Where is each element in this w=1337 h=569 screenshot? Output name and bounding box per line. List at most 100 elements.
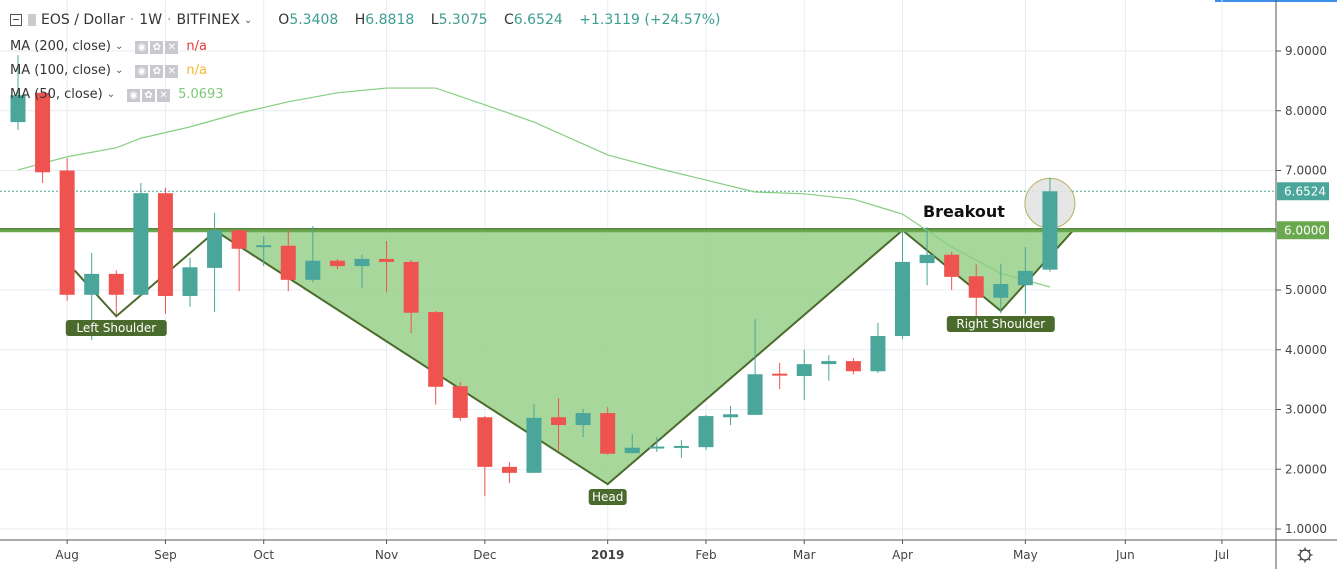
left-shoulder-label: Left Shoulder bbox=[76, 321, 156, 335]
candle-body bbox=[747, 374, 763, 415]
candle bbox=[452, 382, 468, 421]
candle bbox=[747, 319, 763, 415]
candle-body bbox=[944, 254, 960, 277]
candle bbox=[845, 358, 861, 375]
candle bbox=[870, 322, 886, 374]
chevron-down-icon[interactable]: ⌄ bbox=[243, 14, 253, 26]
candle bbox=[919, 227, 935, 286]
gear-icon[interactable]: ✿ bbox=[142, 88, 156, 102]
candle-body bbox=[1017, 270, 1033, 286]
candle-body bbox=[354, 258, 370, 267]
candle-body bbox=[305, 260, 321, 280]
candle bbox=[10, 55, 26, 130]
x-tick-label: Aug bbox=[55, 548, 78, 562]
gear-tooth bbox=[1299, 558, 1302, 561]
chevron-down-icon[interactable]: ⌄ bbox=[114, 40, 124, 52]
candle-body bbox=[108, 273, 124, 295]
indicator-value: n/a bbox=[186, 62, 207, 78]
candle-body bbox=[84, 273, 100, 295]
candle-body bbox=[772, 373, 788, 376]
exchange[interactable]: BITFINEX bbox=[176, 12, 240, 28]
y-tick-label: 1.0000 bbox=[1285, 522, 1327, 536]
indicator-value: 5.0693 bbox=[178, 86, 224, 102]
candle-body bbox=[575, 413, 591, 426]
eye-icon[interactable]: ◉ bbox=[135, 40, 149, 54]
candle bbox=[649, 436, 665, 452]
candle bbox=[575, 408, 591, 437]
collapse-icon[interactable] bbox=[10, 14, 22, 26]
candle-body bbox=[600, 413, 616, 454]
candle bbox=[698, 414, 714, 451]
candle-body bbox=[993, 284, 1009, 298]
candle bbox=[501, 462, 517, 483]
gear-icon[interactable]: ✿ bbox=[150, 40, 164, 54]
indicator-name[interactable]: MA (100, close) bbox=[10, 62, 111, 78]
indicator-ma200: MA (200, close) ⌄ ◉ ✿ ✕ n/a bbox=[10, 34, 732, 58]
candle-body bbox=[207, 230, 223, 268]
candle bbox=[526, 404, 542, 473]
candle bbox=[944, 251, 960, 290]
left-shoulder-label-bg bbox=[65, 320, 167, 336]
x-tick-label: Feb bbox=[695, 548, 716, 562]
candle-body bbox=[845, 361, 861, 372]
y-tick-label: 3.0000 bbox=[1285, 403, 1327, 417]
candle-body bbox=[280, 245, 296, 280]
candle bbox=[723, 405, 739, 426]
symbol-row: EOS / Dollar · 1W · BITFINEX ⌄ O5.3408 H… bbox=[10, 10, 732, 30]
candle-body bbox=[157, 193, 173, 296]
indicator-name[interactable]: MA (200, close) bbox=[10, 38, 111, 54]
chevron-down-icon[interactable]: ⌄ bbox=[106, 88, 116, 100]
x-tick-label: Mar bbox=[793, 548, 816, 562]
settings-gear-icon[interactable] bbox=[1299, 549, 1311, 561]
candle bbox=[207, 212, 223, 313]
candle bbox=[1017, 246, 1033, 314]
last-price-label-bg bbox=[1277, 182, 1329, 201]
candle-body bbox=[256, 245, 272, 248]
open-label: O bbox=[278, 12, 290, 28]
low-label: L bbox=[430, 12, 439, 28]
level-price-label: 6.0000 bbox=[1284, 223, 1326, 237]
candle-body bbox=[821, 361, 837, 365]
candle-body bbox=[452, 386, 468, 418]
candle-body bbox=[723, 414, 739, 418]
gear-icon[interactable]: ✿ bbox=[150, 64, 164, 78]
eye-icon[interactable]: ◉ bbox=[127, 88, 141, 102]
indicator-ma50: MA (50, close) ⌄ ◉ ✿ ✕ 5.0693 bbox=[10, 82, 732, 106]
close-icon[interactable]: ✕ bbox=[165, 64, 179, 78]
gear-tooth bbox=[1308, 549, 1311, 552]
x-tick-label: Jun bbox=[1115, 548, 1135, 562]
candle bbox=[108, 270, 124, 316]
eye-icon[interactable]: ◉ bbox=[135, 64, 149, 78]
candle-body bbox=[35, 92, 51, 173]
x-tick-label: Sep bbox=[154, 548, 177, 562]
candle-body bbox=[477, 417, 493, 467]
candle-body bbox=[501, 466, 517, 473]
candle bbox=[1042, 177, 1058, 272]
interval[interactable]: 1W bbox=[139, 12, 163, 28]
indicator-value: n/a bbox=[186, 38, 207, 54]
ohlc-values: O5.3408 H6.8818 L5.3075 C6.6524 +1.3119 … bbox=[278, 12, 732, 28]
close-value: 6.6524 bbox=[513, 12, 563, 28]
x-tick-label: May bbox=[1013, 548, 1038, 562]
close-icon[interactable]: ✕ bbox=[165, 40, 179, 54]
candle bbox=[428, 310, 444, 405]
candle bbox=[796, 349, 812, 400]
indicator-name[interactable]: MA (50, close) bbox=[10, 86, 103, 102]
candle-body bbox=[796, 364, 812, 377]
chevron-down-icon[interactable]: ⌄ bbox=[114, 64, 124, 76]
candle-body bbox=[231, 230, 247, 249]
candle-body bbox=[379, 258, 395, 262]
high-label: H bbox=[354, 12, 366, 28]
candle bbox=[305, 226, 321, 283]
flag-icon[interactable] bbox=[28, 14, 36, 26]
candle bbox=[772, 362, 788, 390]
right-shoulder-label: Right Shoulder bbox=[956, 317, 1045, 331]
gear-tooth bbox=[1299, 549, 1302, 552]
symbol-name[interactable]: EOS / Dollar bbox=[41, 12, 125, 28]
close-icon[interactable]: ✕ bbox=[157, 88, 171, 102]
candle bbox=[968, 264, 984, 319]
ma50-line bbox=[17, 87, 1051, 288]
candle-body bbox=[1042, 191, 1058, 270]
candle bbox=[59, 157, 75, 301]
